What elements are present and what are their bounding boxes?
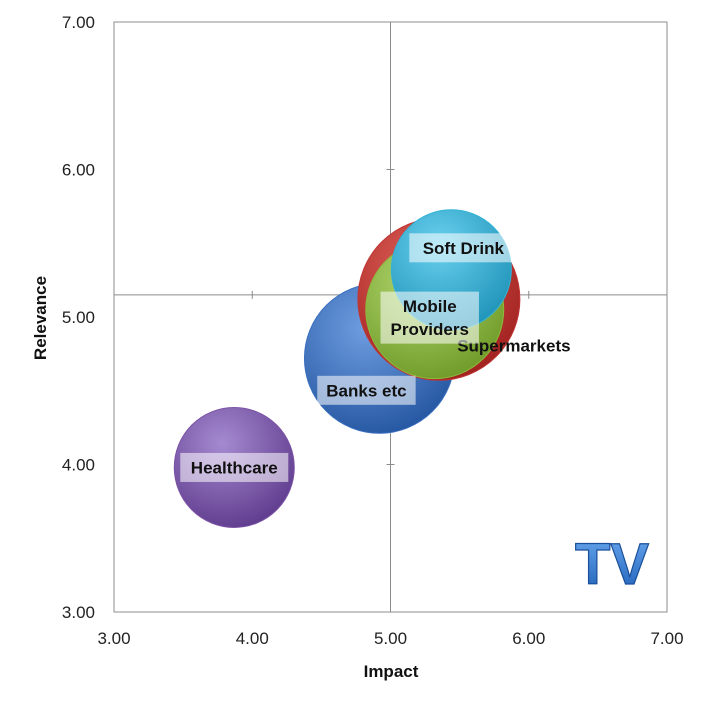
y-tick-label: 3.00 xyxy=(62,603,95,622)
x-axis-tick-labels: 3.00 4.00 5.00 6.00 7.00 xyxy=(97,629,683,648)
bubble-label-mobile-providers: Mobile Providers xyxy=(380,291,479,344)
bubble-label-soft-drink: Soft Drink xyxy=(409,233,518,263)
y-tick-label: 5.00 xyxy=(62,308,95,327)
bubble-label-text: Providers xyxy=(391,320,469,339)
y-tick-label: 7.00 xyxy=(62,13,95,32)
x-tick-label: 4.00 xyxy=(236,629,269,648)
bubble-label-text: Supermarkets xyxy=(457,336,570,355)
y-axis-title: Relevance xyxy=(31,276,50,360)
bubble-label-bg xyxy=(317,375,416,405)
bubble-label-bg xyxy=(380,291,479,344)
bubble-label-bg xyxy=(409,233,518,263)
y-tick-label: 4.00 xyxy=(62,456,95,475)
bubble-label-banks-etc: Banks etc xyxy=(317,375,416,405)
x-tick-label: 5.00 xyxy=(374,629,407,648)
bubble-label-bg xyxy=(180,452,289,482)
bubble-label-text: Mobile xyxy=(403,297,457,316)
x-tick-label: 7.00 xyxy=(650,629,683,648)
bubble-label-text: Soft Drink xyxy=(423,239,505,258)
y-tick-label: 6.00 xyxy=(62,161,95,180)
bubble-label-supermarkets: Supermarkets xyxy=(457,336,570,355)
bubble-label-healthcare: Healthcare xyxy=(180,452,289,482)
bubble-label-text: Healthcare xyxy=(191,458,278,477)
x-axis-title: Impact xyxy=(364,662,419,681)
tv-logo: TV xyxy=(575,532,649,597)
x-tick-label: 3.00 xyxy=(97,629,130,648)
x-tick-label: 6.00 xyxy=(512,629,545,648)
bubble-label-text: Banks etc xyxy=(326,381,406,400)
y-axis-tick-labels: 3.00 4.00 5.00 6.00 7.00 xyxy=(62,13,95,622)
bubble-labels: Healthcare Banks etc Supermarkets Mobile Pro… xyxy=(180,233,571,482)
